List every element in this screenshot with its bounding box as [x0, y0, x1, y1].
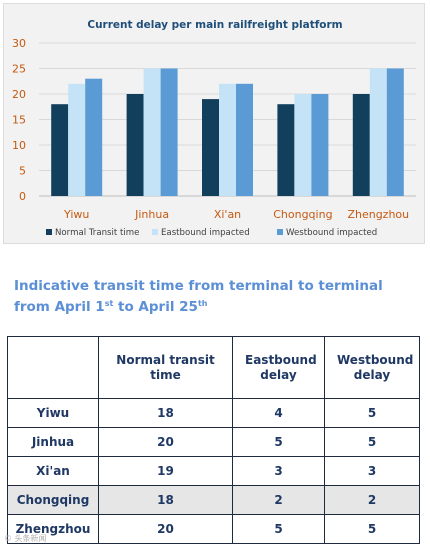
- headline-sup1: st: [104, 299, 114, 308]
- legend-label: Eastbound impacted: [161, 228, 250, 238]
- cell-normal: 18: [98, 398, 233, 428]
- cell-city: Xi'an: [7, 456, 99, 486]
- legend-swatch: [46, 229, 52, 235]
- legend-swatch: [277, 229, 283, 235]
- bar-xian-1: [202, 99, 219, 196]
- bar-xian-3: [236, 83, 253, 196]
- legend-label: Westbound impacted: [286, 228, 377, 238]
- y-tick-label: 20: [12, 88, 26, 101]
- table-row: Zhengzhou 20 5 5: [7, 514, 420, 544]
- x-tick-label: Jinhua: [134, 208, 169, 221]
- watermark: © 头条新闻: [4, 534, 47, 543]
- cell-east: 3: [232, 456, 325, 486]
- x-tick-label: Chongqing: [273, 208, 332, 221]
- header-cell-east: Eastbound delay: [232, 336, 325, 399]
- cell-normal: 20: [98, 427, 233, 457]
- cell-east: 4: [232, 398, 325, 428]
- cell-west: 5: [324, 427, 420, 457]
- headline-sup2: th: [197, 299, 208, 308]
- cell-west: 5: [324, 514, 420, 544]
- bar-zhengzhou-3: [386, 68, 404, 196]
- transit-table: Normal transit time Eastbound delay West…: [7, 336, 420, 544]
- cell-east: 2: [232, 485, 325, 515]
- chart-title: Current delay per main railfreight platf…: [87, 19, 342, 31]
- cell-normal: 19: [98, 456, 233, 486]
- cell-normal: 20: [98, 514, 233, 544]
- bar-jinhua-2: [143, 68, 161, 196]
- cell-west: 5: [324, 398, 420, 428]
- table-row: Chongqing 18 2 2: [7, 485, 420, 515]
- headline-line2-prefix: from April 1: [14, 299, 105, 315]
- table-headline: Indicative transit time from terminal to…: [14, 278, 424, 316]
- headline-line1: Indicative transit time from terminal to…: [14, 278, 383, 294]
- cell-east: 5: [232, 514, 325, 544]
- y-tick-label: 5: [19, 165, 26, 178]
- cell-city: Yiwu: [7, 398, 99, 428]
- cell-city: Zhengzhou: [7, 514, 99, 544]
- x-tick-label: Xi'an: [214, 208, 241, 221]
- bar-yiwu-2: [68, 83, 86, 196]
- y-tick-label: 10: [12, 139, 26, 152]
- x-tick-label: Yiwu: [63, 208, 89, 221]
- bar-jinhua-1: [126, 94, 144, 196]
- legend-label: Normal Transit time: [55, 228, 139, 238]
- headline-line2: from April 1st to April 25th: [14, 295, 424, 316]
- x-tick-label: Zhengzhou: [347, 208, 409, 221]
- bar-chongqing-3: [311, 94, 329, 196]
- y-tick-label: 0: [19, 190, 26, 203]
- chart-panel: Current delay per main railfreight platf…: [3, 3, 425, 244]
- table-row: Yiwu 18 4 5: [7, 398, 420, 428]
- bar-zhengzhou-1: [352, 94, 370, 196]
- bar-yiwu-1: [51, 104, 69, 196]
- bar-yiwu-3: [85, 78, 103, 196]
- cell-city: Chongqing: [7, 485, 99, 515]
- table-row: Jinhua 20 5 5: [7, 427, 420, 457]
- y-tick-label: 25: [12, 63, 26, 76]
- bar-chongqing-2: [294, 94, 312, 196]
- header-cell-normal: Normal transit time: [98, 336, 233, 399]
- cell-city: Jinhua: [7, 427, 99, 457]
- cell-east: 5: [232, 427, 325, 457]
- headline-line2-middle: to April 25: [113, 299, 198, 315]
- y-tick-label: 30: [12, 37, 26, 50]
- header-cell-empty: [7, 336, 99, 399]
- legend-swatch: [152, 229, 158, 235]
- bar-zhengzhou-2: [369, 68, 387, 196]
- cell-west: 2: [324, 485, 420, 515]
- bar-chongqing-1: [277, 104, 295, 196]
- header-cell-west: Westbound delay: [324, 336, 420, 399]
- y-tick-label: 15: [12, 114, 26, 127]
- bar-xian-2: [219, 83, 236, 196]
- table-header-row: Normal transit time Eastbound delay West…: [7, 336, 420, 399]
- cell-west: 3: [324, 456, 420, 486]
- cell-normal: 18: [98, 485, 233, 515]
- bar-chart: Current delay per main railfreight platf…: [12, 19, 416, 238]
- bar-jinhua-3: [160, 68, 178, 196]
- table-row: Xi'an 19 3 3: [7, 456, 420, 486]
